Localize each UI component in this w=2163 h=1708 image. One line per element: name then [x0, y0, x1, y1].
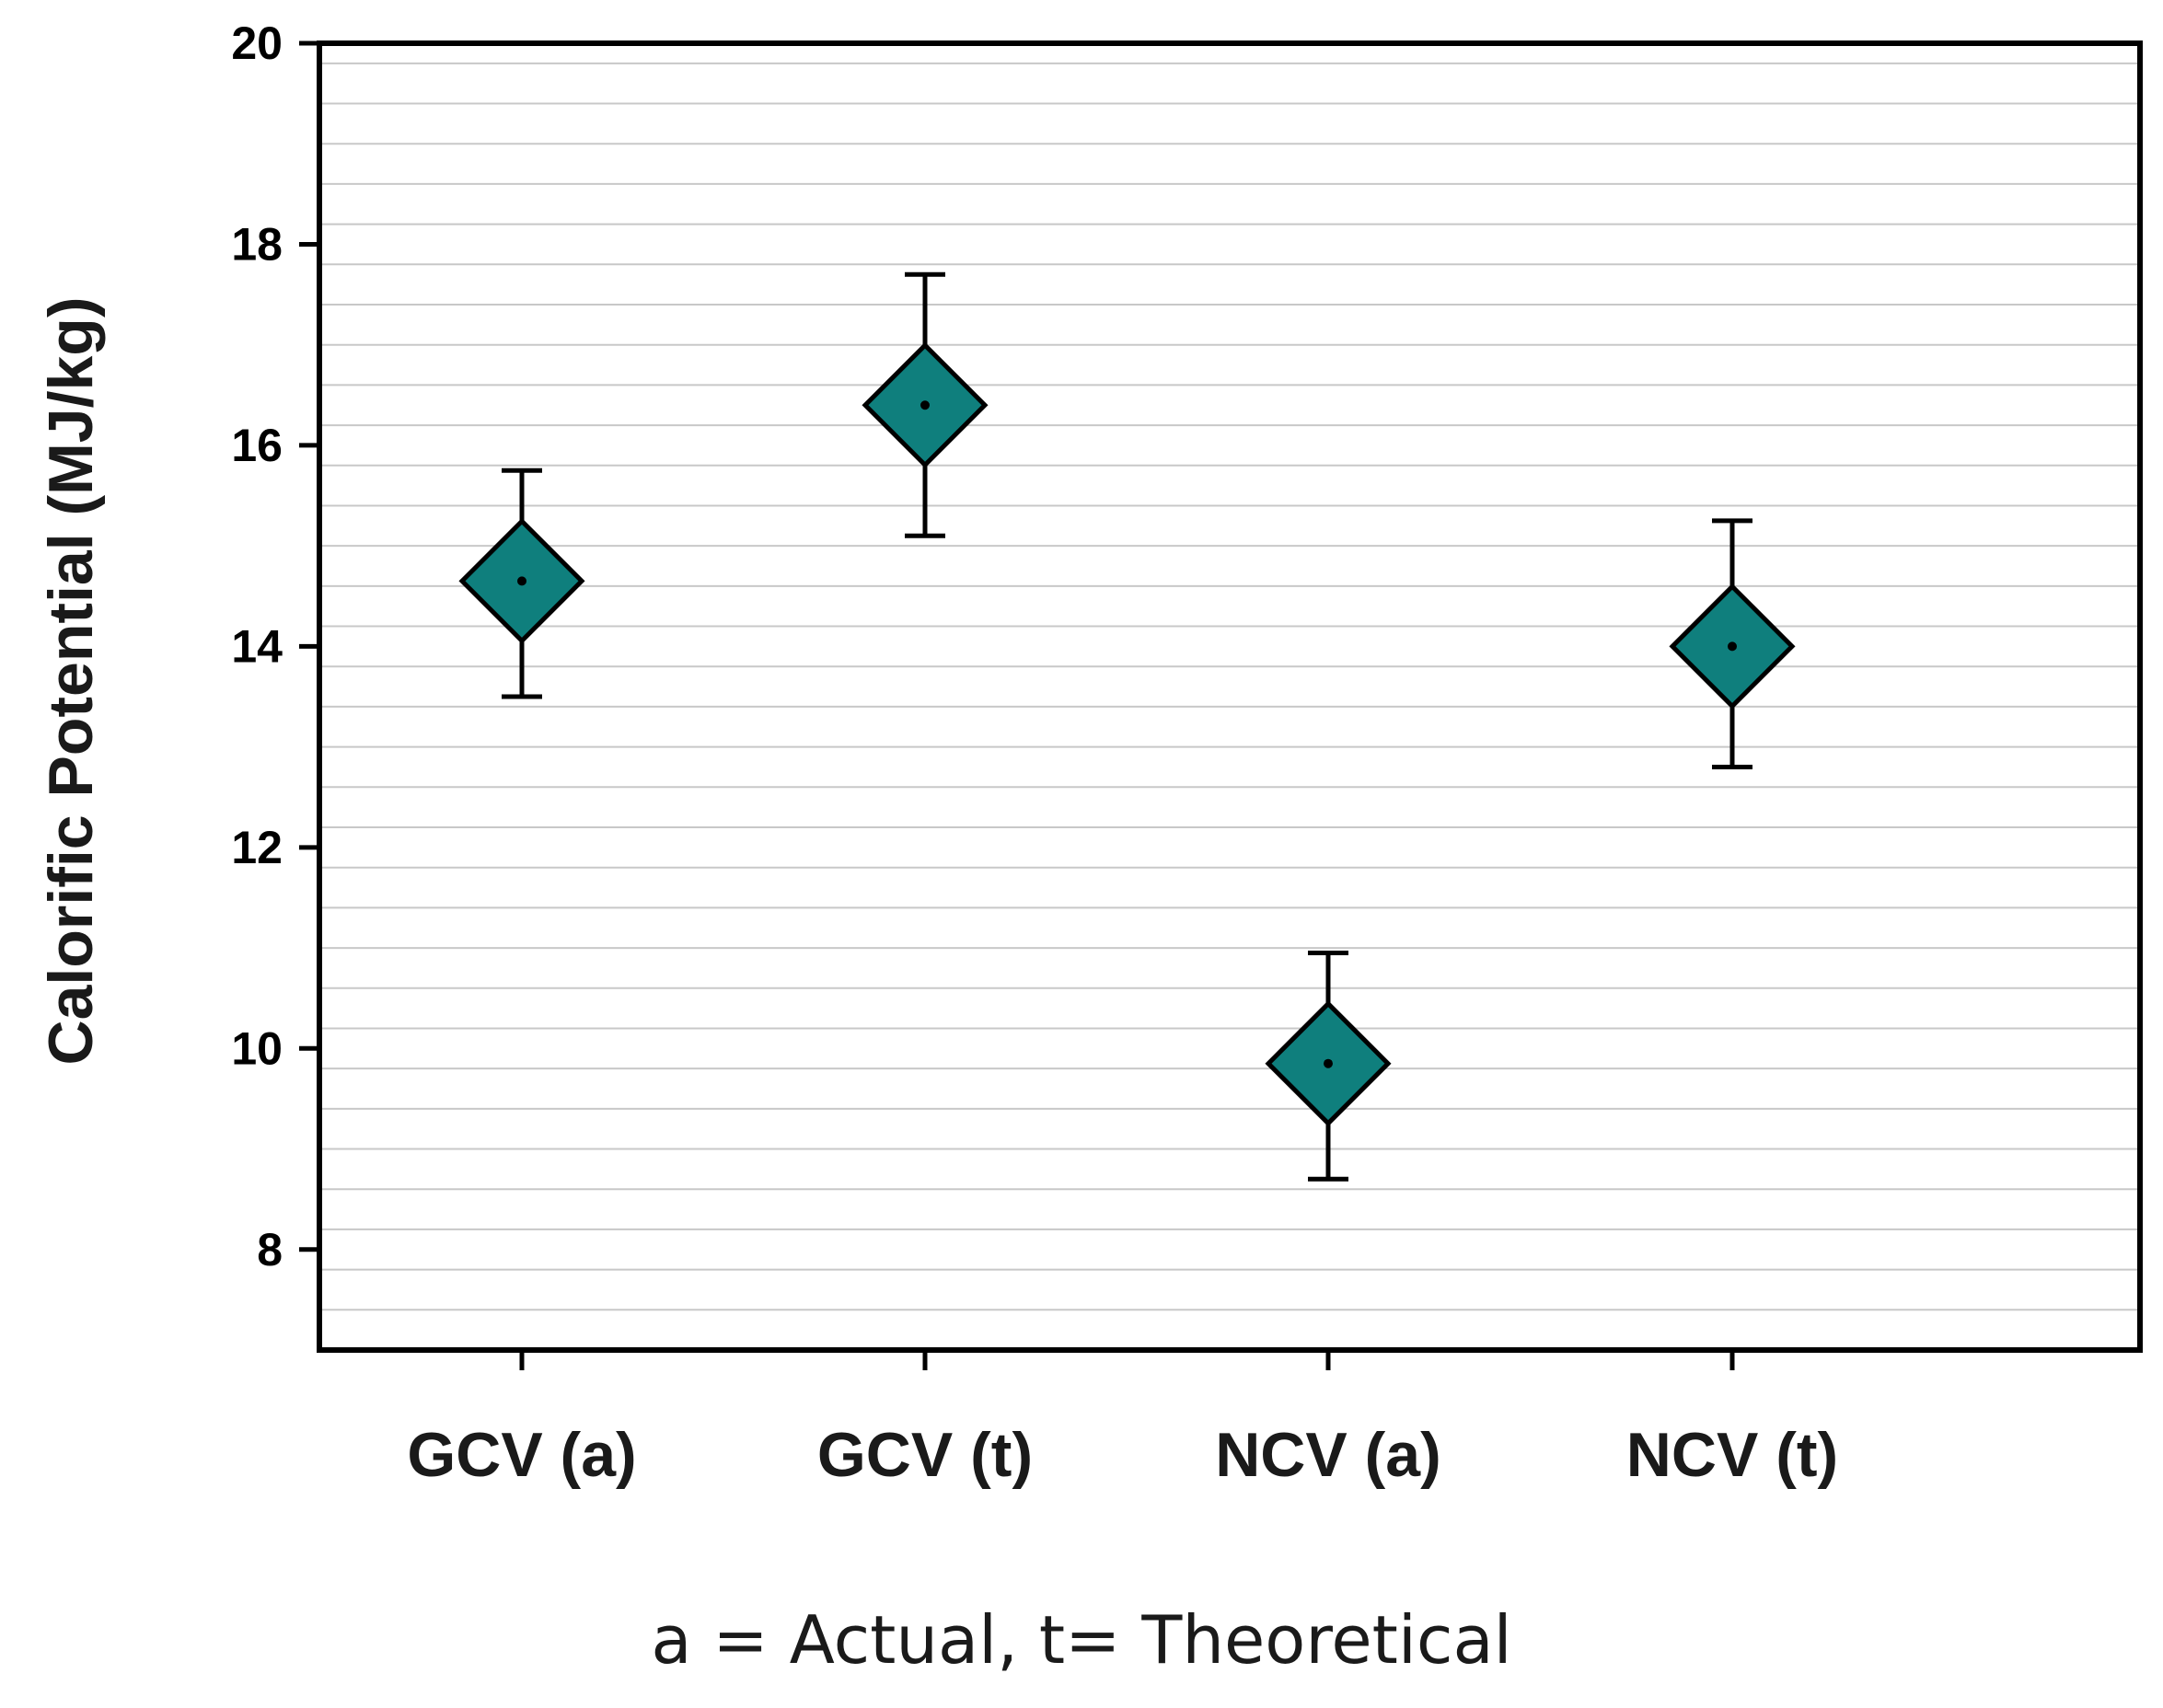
x-tick-label: NCV (a) — [1215, 1420, 1441, 1490]
y-axis-label: Calorific Potential (MJ/kg) — [36, 297, 106, 1066]
y-tick-label: 8 — [257, 1224, 283, 1275]
data-point — [458, 467, 585, 699]
y-tick-label: 12 — [231, 822, 283, 873]
marker-center-dot — [1728, 641, 1737, 652]
data-point — [1669, 518, 1796, 769]
marker-center-dot — [920, 400, 930, 410]
y-tick-label: 16 — [231, 420, 283, 471]
y-tick-label: 18 — [231, 218, 283, 270]
x-tick-label: GCV (a) — [407, 1420, 636, 1490]
marker-center-dot — [1324, 1058, 1333, 1068]
footnote-legend: a = Actual, t= Theoretical — [651, 1601, 1512, 1679]
data-series — [458, 271, 1796, 1182]
y-axis: 8 10 12 14 16 18 20 — [231, 17, 319, 1275]
marker-center-dot — [517, 576, 526, 586]
plot-area-frame — [317, 40, 2143, 1353]
y-tick-label: 10 — [231, 1022, 283, 1074]
x-tick-label: GCV (t) — [817, 1420, 1033, 1490]
x-axis: GCV (a) GCV (t) NCV (a) NCV (t) — [407, 1350, 1838, 1490]
grid-lines — [319, 62, 2140, 1311]
y-tick-label: 20 — [231, 17, 283, 69]
data-point — [1265, 951, 1392, 1182]
x-tick-label: NCV (t) — [1626, 1420, 1838, 1490]
data-point — [862, 271, 989, 538]
y-tick-label: 14 — [231, 620, 283, 672]
